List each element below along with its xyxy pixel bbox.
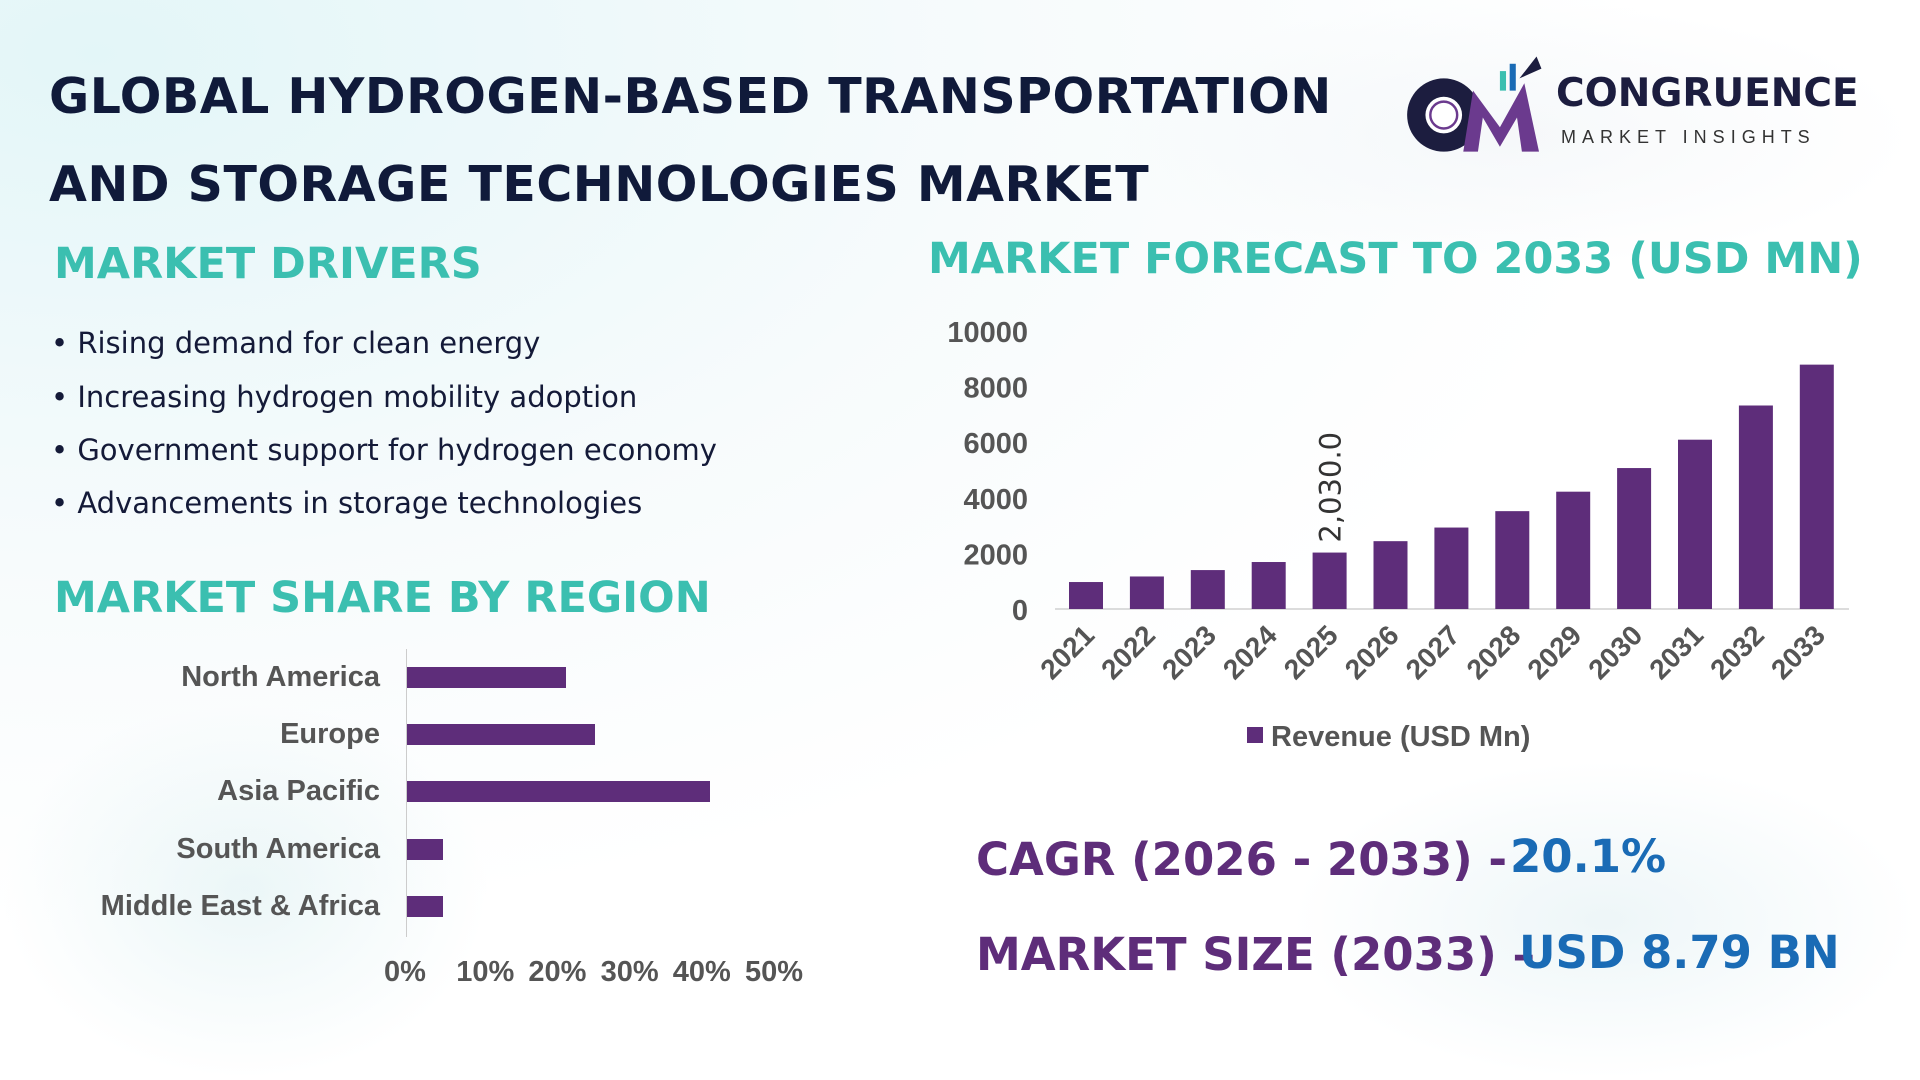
x-tick-label: 2030 xyxy=(1582,619,1648,685)
legend-swatch xyxy=(1247,727,1263,743)
region-tick-label: 40% xyxy=(672,956,731,988)
x-tick-label: 2031 xyxy=(1643,619,1709,685)
forecast-bar xyxy=(1617,468,1652,609)
region-bar xyxy=(407,895,444,917)
forecast-bar xyxy=(1312,552,1347,609)
cagr-label: CAGR (2026 - 2033) - xyxy=(976,833,1508,886)
market-size-label: MARKET SIZE (2033) – xyxy=(976,928,1535,981)
x-tick-label: 2028 xyxy=(1461,619,1527,685)
market-size-value: USD 8.79 BN xyxy=(1519,926,1840,979)
region-label: Asia Pacific xyxy=(217,775,380,808)
region-bar xyxy=(407,838,444,860)
region-bar xyxy=(407,724,595,746)
forecast-bar xyxy=(1069,582,1103,609)
logo: CONGRUENCE MARKET INSIGHTS xyxy=(1402,54,1892,164)
region-bar xyxy=(407,781,711,803)
driver-text: Government support for hydrogen economy xyxy=(77,433,717,467)
y-tick-label: 8000 xyxy=(963,373,1028,405)
x-tick-label: 2024 xyxy=(1217,619,1283,685)
region-label: North America xyxy=(181,661,380,693)
driver-item: • Government support for hydrogen econom… xyxy=(51,433,717,467)
region-tick-label: 10% xyxy=(456,956,515,988)
region-tick-label: 30% xyxy=(600,956,659,988)
forecast-bar xyxy=(1495,511,1530,609)
y-tick-label: 4000 xyxy=(963,484,1028,516)
forecast-bar xyxy=(1799,364,1834,609)
forecast-bar xyxy=(1373,541,1408,609)
x-tick-label: 2025 xyxy=(1278,619,1344,685)
x-tick-label: 2023 xyxy=(1156,619,1222,685)
region-heading: MARKET SHARE BY REGION xyxy=(54,573,711,623)
x-tick-label: 2032 xyxy=(1704,619,1770,685)
x-tick-label: 2033 xyxy=(1765,619,1831,685)
x-tick-label: 2029 xyxy=(1521,619,1587,685)
forecast-bar xyxy=(1129,576,1164,609)
y-tick-label: 10000 xyxy=(947,317,1028,349)
forecast-bar xyxy=(1738,405,1773,609)
y-tick-label: 6000 xyxy=(963,428,1028,460)
data-label: 2,030.0 xyxy=(1314,432,1348,543)
region-label: South America xyxy=(176,832,380,865)
y-tick-label: 2000 xyxy=(963,539,1028,571)
legend-label: Revenue (USD Mn) xyxy=(1271,721,1530,753)
forecast-heading: MARKET FORECAST TO 2033 (USD MN) xyxy=(928,234,1863,284)
page-title-line2: AND STORAGE TECHNOLOGIES MARKET xyxy=(49,156,1150,213)
driver-text: Advancements in storage technologies xyxy=(77,486,643,520)
logo-cm-icon xyxy=(1407,56,1542,152)
logo-name: CONGRUENCE xyxy=(1556,71,1859,116)
driver-text: Increasing hydrogen mobility adoption xyxy=(77,380,638,414)
driver-text: Rising demand for clean energy xyxy=(77,326,541,360)
region-label: Middle East & Africa xyxy=(100,889,380,922)
region-tick-label: 20% xyxy=(528,956,587,988)
region-tick-label: 50% xyxy=(745,956,804,988)
x-tick-label: 2026 xyxy=(1339,619,1405,685)
region-axis-line xyxy=(406,649,407,937)
driver-item: • Increasing hydrogen mobility adoption xyxy=(51,380,638,414)
region-bar xyxy=(407,667,566,688)
cagr-value: 20.1% xyxy=(1510,830,1667,883)
forecast-bar xyxy=(1434,527,1469,609)
y-tick-label: 0 xyxy=(1012,595,1028,627)
driver-item: • Rising demand for clean energy xyxy=(51,326,541,360)
x-tick-label: 2027 xyxy=(1400,619,1466,685)
drivers-heading: MARKET DRIVERS xyxy=(54,239,482,289)
page-title-line1: GLOBAL HYDROGEN-BASED TRANSPORTATION xyxy=(49,68,1332,125)
driver-item: • Advancements in storage technologies xyxy=(51,486,643,520)
forecast-chart: 0200040006000800010000202120222023202420… xyxy=(947,317,1849,753)
logo-tagline: MARKET INSIGHTS xyxy=(1561,127,1816,147)
region-tick-label: 0% xyxy=(384,956,426,988)
forecast-bar xyxy=(1556,491,1591,609)
x-tick-label: 2021 xyxy=(1034,619,1100,685)
forecast-bar xyxy=(1678,439,1712,609)
x-tick-label: 2022 xyxy=(1095,619,1161,685)
forecast-bar xyxy=(1251,562,1286,609)
forecast-bar xyxy=(1190,570,1225,609)
region-label: Europe xyxy=(280,718,380,751)
